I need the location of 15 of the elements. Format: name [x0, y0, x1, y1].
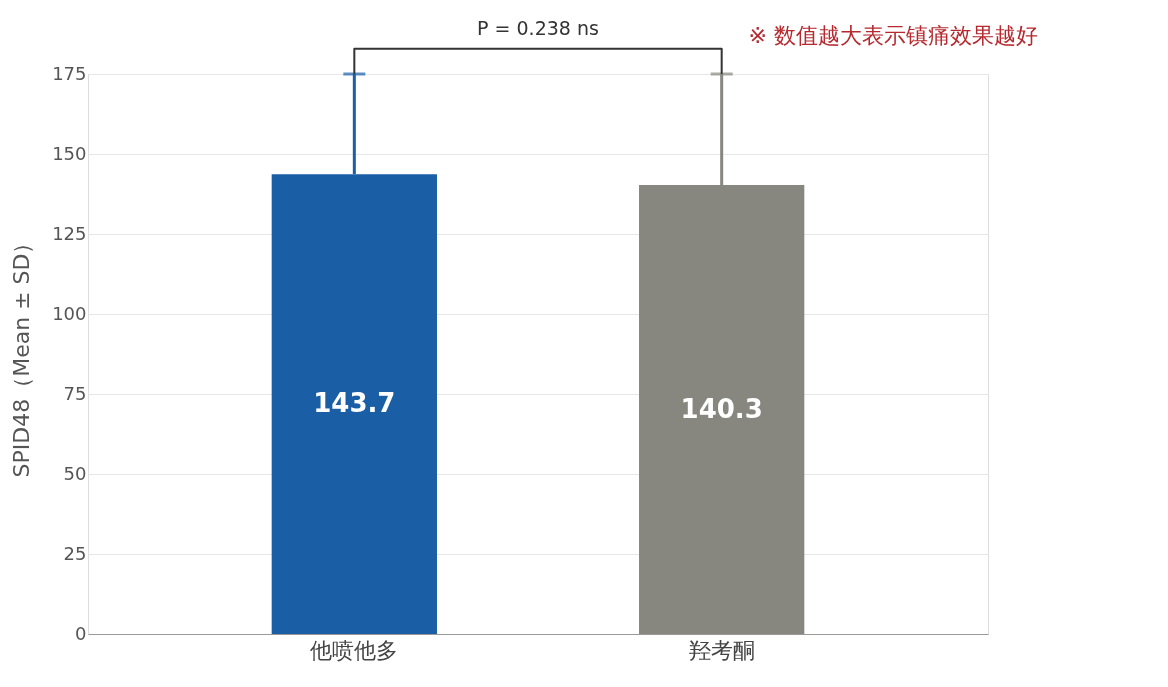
y-tick-label: 25 [63, 542, 87, 564]
y-tick-label: 175 [52, 62, 87, 84]
y-tick-label: 50 [63, 462, 87, 484]
y-tick-label: 125 [52, 222, 87, 244]
y-axis-title: SPID48（Mean ± SD） [9, 231, 35, 478]
y-tick-label: 75 [63, 382, 87, 404]
x-tick-label: 羟考酮 [688, 637, 755, 663]
data-label: 140.3 [680, 393, 763, 424]
y-tick-label: 100 [52, 302, 87, 324]
text: P = 0.238 ns [477, 17, 599, 40]
y-tick-label: 150 [52, 142, 87, 164]
y-tick-label: 0 [75, 622, 87, 644]
x-tick-label: 他喷他多 [310, 637, 399, 663]
data-label: 143.7 [313, 388, 396, 419]
text: ※ 数值越大表示镇痛效果越好 [748, 23, 1038, 48]
